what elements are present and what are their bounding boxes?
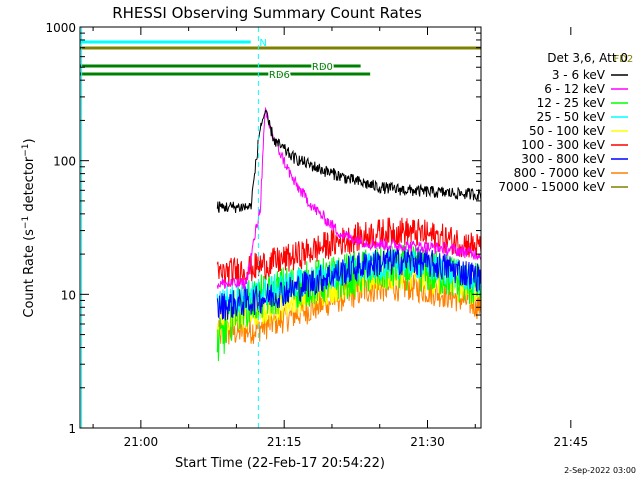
y-tick-label: 1000 [45, 21, 76, 35]
legend-label: 800 - 7000 keV [514, 166, 606, 180]
legend-label: 12 - 25 keV [537, 96, 606, 110]
y-axis-label: Count Rate (s−1 detector−1) [21, 138, 37, 317]
x-tick-label: 21:00 [124, 435, 159, 449]
chart-title: RHESSI Observing Summary Count Rates [112, 4, 422, 22]
x-tick-label: 21:45 [554, 435, 589, 449]
legend-label: 100 - 300 keV [521, 138, 605, 152]
y-label-exp1: −1 [21, 216, 31, 229]
legend-label: 3 - 6 keV [552, 68, 606, 82]
y-label-exp2: −1 [21, 143, 31, 156]
x-tick-label: 21:30 [410, 435, 445, 449]
x-axis-label: Start Time (22-Feb-17 20:54:22) [175, 456, 385, 471]
y-label-mid: detector [22, 156, 37, 216]
axes: 21:0021:1521:3021:4522:0022:1522:3011010… [45, 21, 589, 449]
y-label-prefix: Count Rate (s [22, 229, 37, 318]
legend-label: 50 - 100 keV [529, 124, 606, 138]
x-tick-label: 21:15 [267, 435, 302, 449]
legend-label: 25 - 50 keV [537, 110, 606, 124]
legend-label: 6 - 12 keV [544, 82, 606, 96]
status-label-n: N [259, 38, 266, 49]
y-tick-label: 10 [61, 288, 76, 302]
y-tick-label: 1 [68, 422, 76, 436]
legend-label: 7000 - 15000 keV [498, 180, 605, 194]
status-label-fd2: FD2 [613, 54, 633, 65]
status-label-rd0: RD0 [312, 62, 333, 73]
plot-frame [79, 26, 482, 429]
legend-label: 300 - 800 keV [521, 152, 605, 166]
y-label-suffix: ) [22, 138, 37, 143]
footer-date: 2-Sep-2022 03:00 [564, 466, 636, 475]
status-bars: NFD1FD2RD0RD6 [80, 37, 635, 83]
legend-header: Det 3,6, Att 0 [547, 51, 628, 65]
status-label-rd6: RD6 [269, 70, 290, 81]
y-tick-label: 100 [53, 155, 76, 169]
